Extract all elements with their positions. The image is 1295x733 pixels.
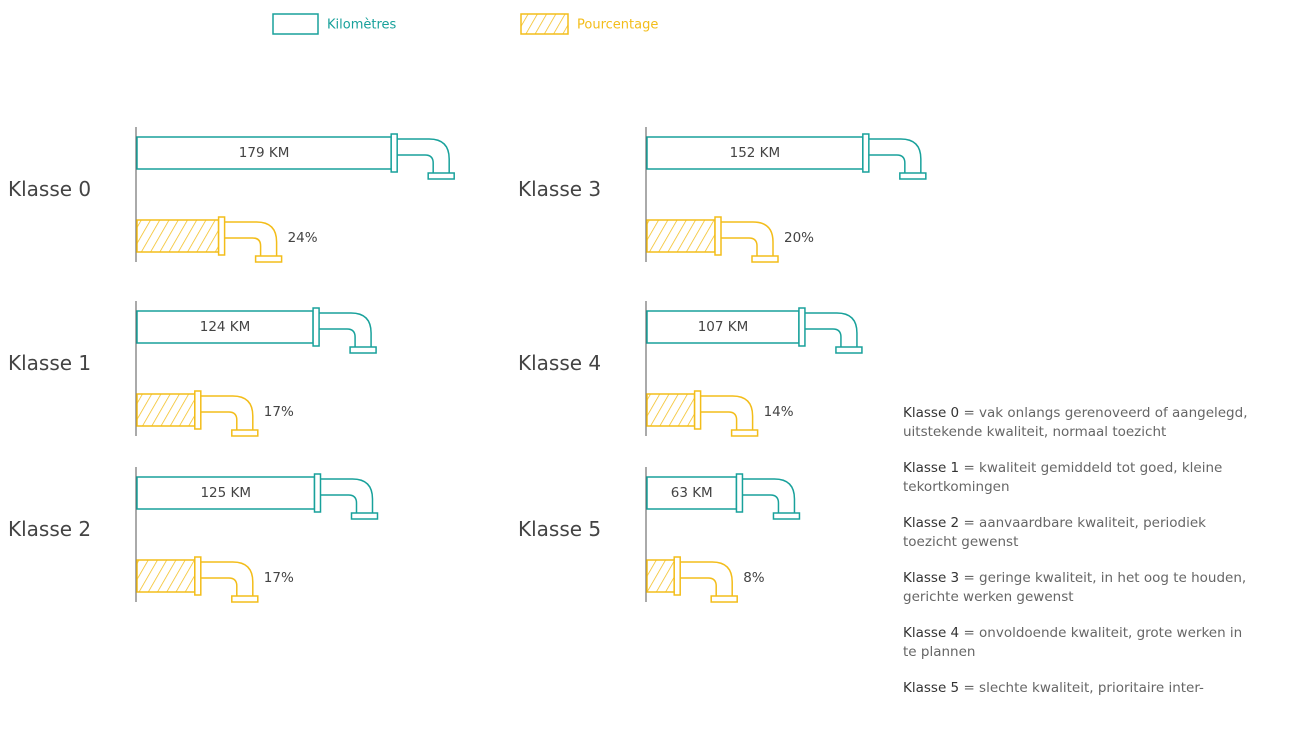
pipe-elbow	[201, 396, 253, 430]
pipe-flange	[799, 308, 805, 346]
definition: Klasse 3 = geringe kwaliteit, in het oog…	[903, 569, 1248, 607]
definition-term: Klasse 3	[903, 570, 959, 586]
page: Kilomètres Pourcentage Klasse 0 179 KM 24% Kl…	[0, 0, 1295, 733]
pipe-flange	[315, 474, 321, 512]
definition-term: Klasse 0	[903, 405, 959, 421]
pct-label: 20%	[784, 230, 814, 246]
pipe-flange	[195, 557, 201, 595]
pipe-elbow	[321, 479, 373, 513]
pct-bar	[137, 560, 195, 592]
class-label: Klasse 0	[8, 177, 91, 201]
class-label: Klasse 3	[518, 177, 601, 201]
definition-term: Klasse 2	[903, 515, 959, 531]
definition-term: Klasse 4	[903, 625, 959, 641]
pipe-flange	[715, 217, 721, 255]
km-label: 63 KM	[671, 485, 713, 501]
pipe-elbow	[397, 139, 449, 173]
pipe-elbow	[225, 222, 277, 256]
pipe-foot	[732, 430, 758, 436]
class-label: Klasse 2	[8, 517, 91, 541]
pipe-elbow	[742, 479, 794, 513]
class-label: Klasse 4	[518, 351, 601, 375]
pct-label: 8%	[743, 570, 765, 586]
class-label: Klasse 5	[518, 517, 601, 541]
pct-bar	[137, 220, 219, 252]
km-label: 107 KM	[698, 319, 749, 335]
legend-swatch	[273, 14, 318, 34]
definition: Klasse 5 = slechte kwaliteit, prioritair…	[903, 679, 1248, 698]
pipe-foot	[773, 513, 799, 519]
pipe-elbow	[319, 313, 371, 347]
pipe-flange	[695, 391, 701, 429]
pipe-flange	[313, 308, 319, 346]
pipe-elbow	[869, 139, 921, 173]
pipe-foot	[836, 347, 862, 353]
pipe-foot	[428, 173, 454, 179]
legend-label: Pourcentage	[577, 18, 658, 33]
pipe-flange	[863, 134, 869, 172]
definition: Klasse 4 = onvoldoende kwaliteit, grote …	[903, 624, 1248, 662]
pipe-foot	[350, 347, 376, 353]
pipe-elbow	[680, 562, 732, 596]
pipe-elbow	[721, 222, 773, 256]
pipe-foot	[711, 596, 737, 602]
definition-term: Klasse 5	[903, 680, 959, 696]
pipe-flange	[391, 134, 397, 172]
pct-label: 24%	[288, 230, 318, 246]
pipe-foot	[232, 596, 258, 602]
pipe-flange	[219, 217, 225, 255]
definitions: Klasse 0 = vak onlangs gerenoveerd of aa…	[903, 404, 1248, 715]
km-label: 179 KM	[239, 145, 290, 161]
pipe-foot	[752, 256, 778, 262]
definition-term: Klasse 1	[903, 460, 959, 476]
pct-label: 17%	[264, 404, 294, 420]
pipe-elbow	[201, 562, 253, 596]
pipe-foot	[900, 173, 926, 179]
pct-bar	[647, 220, 715, 252]
pipe-foot	[232, 430, 258, 436]
pct-label: 17%	[264, 570, 294, 586]
definition-text: = slechte kwaliteit, prioritaire inter-	[963, 680, 1203, 696]
pipe-foot	[352, 513, 378, 519]
pct-bar	[137, 394, 195, 426]
pct-bar	[647, 394, 695, 426]
pct-bar	[647, 560, 674, 592]
km-label: 152 KM	[730, 145, 781, 161]
pipe-flange	[195, 391, 201, 429]
pct-label: 14%	[764, 404, 794, 420]
pipe-foot	[256, 256, 282, 262]
pipe-flange	[674, 557, 680, 595]
definition: Klasse 0 = vak onlangs gerenoveerd of aa…	[903, 404, 1248, 442]
km-label: 125 KM	[200, 485, 251, 501]
definition: Klasse 2 = aanvaardbare kwaliteit, perio…	[903, 514, 1248, 552]
pipe-flange	[736, 474, 742, 512]
class-label: Klasse 1	[8, 351, 91, 375]
pipe-elbow	[701, 396, 753, 430]
km-label: 124 KM	[200, 319, 251, 335]
legend-label: Kilomètres	[327, 18, 397, 33]
definition: Klasse 1 = kwaliteit gemiddeld tot goed,…	[903, 459, 1248, 497]
legend-swatch	[521, 14, 568, 34]
pipe-elbow	[805, 313, 857, 347]
